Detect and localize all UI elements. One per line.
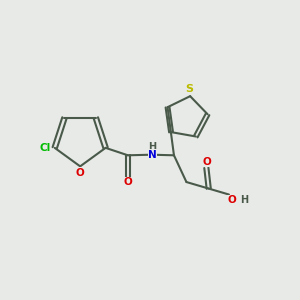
Text: O: O [124, 177, 132, 187]
Text: H: H [240, 196, 248, 206]
Text: O: O [202, 157, 211, 167]
Text: H: H [148, 142, 157, 152]
Text: O: O [227, 196, 236, 206]
Text: Cl: Cl [40, 143, 51, 153]
Text: O: O [76, 168, 85, 178]
Text: S: S [186, 84, 194, 94]
Text: N: N [148, 150, 157, 160]
